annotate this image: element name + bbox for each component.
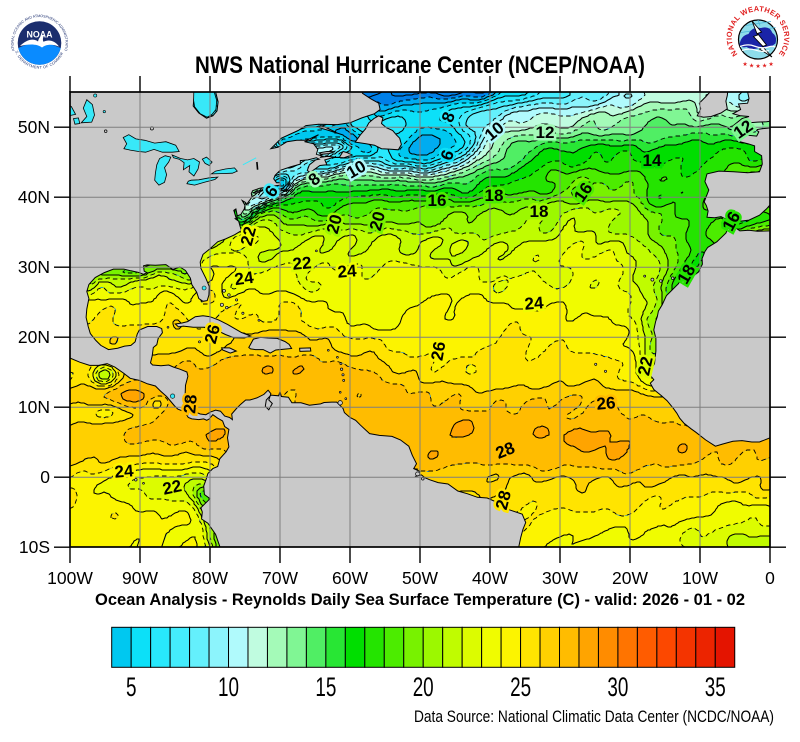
- svg-text:Data Source: National Climatic: Data Source: National Climatic Data Cent…: [414, 707, 774, 726]
- svg-text:30N: 30N: [18, 257, 50, 277]
- svg-text:★: ★: [749, 63, 754, 70]
- svg-text:16: 16: [428, 191, 447, 210]
- svg-text:15: 15: [315, 672, 336, 702]
- svg-text:20W: 20W: [612, 568, 648, 588]
- svg-text:★: ★: [762, 63, 767, 70]
- svg-text:10N: 10N: [18, 397, 50, 417]
- svg-text:22: 22: [161, 476, 184, 499]
- svg-text:10S: 10S: [19, 537, 50, 557]
- svg-text:★: ★: [742, 61, 747, 68]
- svg-text:20: 20: [413, 672, 434, 702]
- svg-text:NWS National Hurricane Center: NWS National Hurricane Center (NCEP/NOAA…: [195, 52, 645, 79]
- svg-text:26: 26: [427, 340, 449, 362]
- svg-text:30: 30: [607, 672, 628, 702]
- svg-text:40N: 40N: [18, 187, 50, 207]
- svg-text:24: 24: [524, 293, 545, 314]
- svg-text:25: 25: [510, 672, 531, 702]
- svg-text:10: 10: [218, 672, 239, 702]
- svg-text:50N: 50N: [18, 117, 50, 137]
- svg-text:60W: 60W: [332, 568, 368, 588]
- svg-text:50W: 50W: [402, 568, 438, 588]
- svg-text:24: 24: [337, 261, 358, 282]
- svg-text:0: 0: [40, 467, 50, 487]
- svg-text:★: ★: [755, 63, 760, 70]
- svg-text:20N: 20N: [18, 327, 50, 347]
- svg-text:90W: 90W: [122, 568, 158, 588]
- svg-text:★: ★: [768, 61, 773, 68]
- svg-text:22: 22: [292, 253, 313, 274]
- svg-text:0: 0: [765, 568, 775, 588]
- svg-text:NOAA: NOAA: [27, 30, 53, 41]
- svg-text:35: 35: [705, 672, 726, 702]
- svg-text:24: 24: [114, 461, 135, 482]
- svg-text:18: 18: [485, 186, 504, 205]
- svg-text:100W: 100W: [47, 568, 93, 588]
- svg-text:30W: 30W: [542, 568, 578, 588]
- svg-text:22: 22: [634, 355, 657, 378]
- svg-text:24: 24: [233, 268, 255, 290]
- svg-text:18: 18: [530, 202, 549, 221]
- svg-text:40W: 40W: [472, 568, 508, 588]
- svg-text:28: 28: [180, 394, 201, 415]
- svg-text:5: 5: [126, 672, 137, 702]
- svg-text:14: 14: [643, 151, 663, 170]
- svg-text:12: 12: [536, 123, 555, 142]
- svg-text:10W: 10W: [682, 568, 718, 588]
- svg-text:70W: 70W: [262, 568, 298, 588]
- svg-text:26: 26: [596, 393, 617, 414]
- svg-text:80W: 80W: [192, 568, 228, 588]
- svg-text:Ocean Analysis - Reynolds Dail: Ocean Analysis - Reynolds Daily Sea Surf…: [95, 591, 745, 609]
